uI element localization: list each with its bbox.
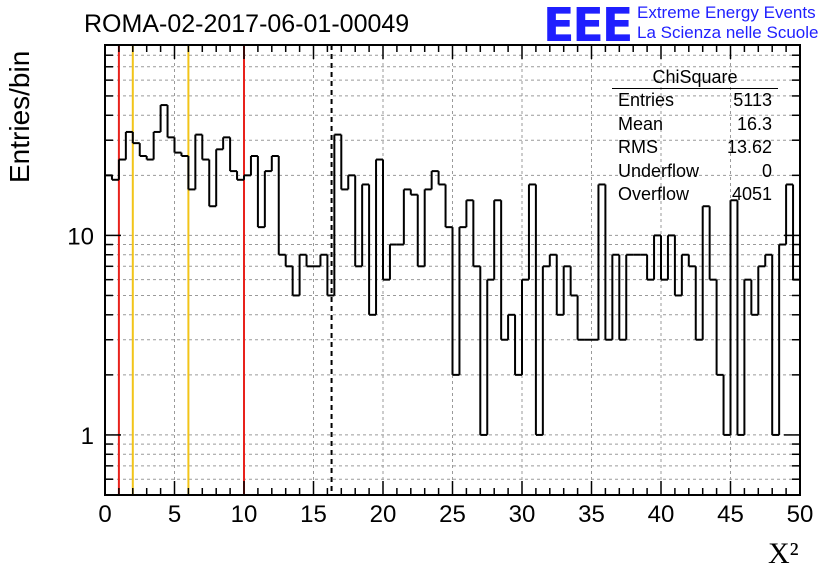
x-tick-label: 5 <box>168 501 181 528</box>
x-tick-label: 50 <box>787 501 814 528</box>
x-tick-label: 0 <box>98 501 111 528</box>
stat-label: Mean <box>618 113 664 134</box>
stat-row-mean: Mean 16.3 <box>612 113 778 137</box>
stat-row-rms: RMS 13.62 <box>612 136 778 160</box>
stat-label: Overflow <box>618 184 690 204</box>
stat-label: RMS <box>618 137 658 157</box>
x-tick-label: 10 <box>231 501 258 528</box>
stat-label: Underflow <box>618 160 700 181</box>
stat-value: 5113 <box>733 90 772 110</box>
x-tick-label: 25 <box>439 501 466 528</box>
x-tick-label: 45 <box>717 501 744 528</box>
stat-label: Entries <box>618 90 675 110</box>
y-tick-label: 1 <box>81 423 94 450</box>
stats-box: ChiSquare Entries 5113 Mean 16.3 RMS 13.… <box>612 66 778 207</box>
x-axis-label: X² <box>768 537 799 570</box>
tick-labels: 0 5 10 15 20 25 30 35 40 45 50 1 10 <box>67 223 813 528</box>
stats-title: ChiSquare <box>612 66 778 89</box>
histogram-bars <box>105 104 800 436</box>
logo-subtitle-2: La Scienza nelle Scuole <box>637 23 819 42</box>
stat-row-underflow: Underflow 0 <box>612 160 778 184</box>
x-tick-label: 35 <box>578 501 605 528</box>
stat-value: 4051 <box>731 184 772 204</box>
x-tick-label: 30 <box>509 501 536 528</box>
reference-lines <box>117 45 333 495</box>
stat-value: 0 <box>761 160 772 181</box>
logo-subtitle-1: Extreme Energy Events <box>637 3 816 22</box>
stat-value: 13.62 <box>726 137 772 157</box>
stat-row-overflow: Overflow 4051 <box>612 183 778 207</box>
stat-row-entries: Entries 5113 <box>612 89 778 113</box>
x-tick-label: 15 <box>300 501 327 528</box>
x-tick-label: 20 <box>370 501 397 528</box>
y-axis-label: Entries/bin <box>4 50 35 183</box>
y-tick-label: 10 <box>67 223 94 250</box>
stat-value: 16.3 <box>736 113 772 134</box>
grid-lines <box>105 45 800 495</box>
chart-title: ROMA-02-2017-06-01-00049 <box>84 10 410 38</box>
axis-ticks <box>104 45 801 495</box>
x-tick-label: 40 <box>648 501 675 528</box>
eee-logo: EEE <box>543 0 633 52</box>
